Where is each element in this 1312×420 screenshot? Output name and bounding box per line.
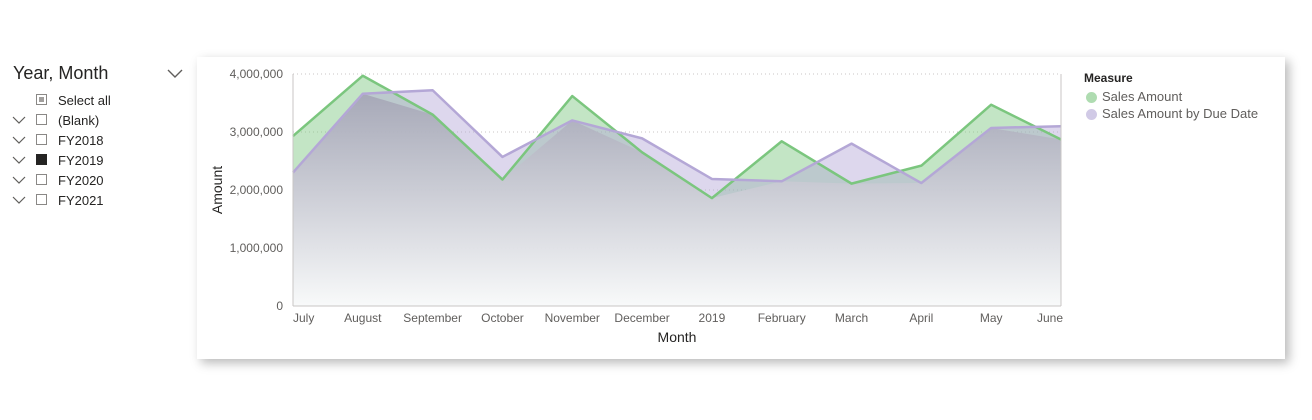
checkbox[interactable] (36, 154, 47, 165)
x-tick-label: June (1037, 311, 1063, 325)
y-tick-label: 0 (276, 299, 283, 313)
x-tick-label: October (481, 311, 524, 325)
x-tick-label: April (909, 311, 933, 325)
series-line (292, 88, 1062, 185)
area-chart-visual: 0 1,000,000 2,000,000 3,000,000 4,000,000 Jul… (197, 57, 1285, 359)
legend-label: Sales Amount (1102, 89, 1183, 104)
x-tick-label: May (980, 311, 1003, 325)
legend-marker (1086, 109, 1097, 120)
checkbox[interactable] (36, 114, 47, 125)
legend-marker (1086, 92, 1097, 103)
slicer-item-label: (Blank) (58, 113, 100, 128)
x-tick-label: March (835, 311, 868, 325)
slicer-item-label: Select all (58, 93, 111, 108)
x-tick-label: November (545, 311, 600, 325)
overlap-area (293, 93, 1061, 306)
legend-item[interactable]: Sales Amount by Due Date (1084, 106, 1258, 123)
checkbox[interactable] (36, 194, 47, 205)
x-tick-label: August (344, 311, 382, 325)
legend-item[interactable]: Sales Amount (1084, 89, 1258, 106)
slicer-item[interactable]: FY2018 (12, 133, 182, 151)
slicer-item-label: FY2018 (58, 133, 104, 148)
x-tick-label: February (758, 311, 806, 325)
expand-chevron-icon[interactable] (12, 195, 26, 205)
slicer-item-label: FY2021 (58, 193, 104, 208)
series-line (292, 74, 1062, 200)
x-tick-label: December (614, 311, 669, 325)
checkbox[interactable] (36, 174, 47, 185)
checkbox[interactable] (36, 134, 47, 145)
y-axis-title: Amount (209, 166, 225, 214)
x-axis-title: Month (658, 329, 697, 345)
x-tick-label: September (403, 311, 462, 325)
slicer-item[interactable]: (Blank) (12, 113, 182, 131)
year-month-slicer: Year, Month Select all (Blank) FY2018 FY201… (12, 60, 188, 208)
slicer-title: Year, Month (13, 63, 109, 83)
expand-chevron-icon[interactable] (12, 175, 26, 185)
expand-chevron-icon[interactable] (12, 135, 26, 145)
slicer-item-label: FY2019 (58, 153, 104, 168)
x-tick-label: July (293, 311, 314, 325)
expand-chevron-icon[interactable] (12, 115, 26, 125)
y-tick-label: 3,000,000 (230, 125, 284, 139)
checkbox[interactable] (36, 94, 47, 105)
legend-title: Measure (1084, 71, 1133, 85)
chevron-down-icon[interactable] (166, 66, 184, 80)
slicer-item[interactable]: FY2020 (12, 173, 182, 191)
slicer-item[interactable]: FY2019 (12, 153, 182, 171)
slicer-item[interactable]: FY2021 (12, 193, 182, 211)
slicer-item-label: FY2020 (58, 173, 104, 188)
y-tick-label: 2,000,000 (230, 183, 284, 197)
expand-chevron-icon[interactable] (12, 155, 26, 165)
slicer-header: Year, Month (12, 60, 188, 90)
x-tick-label: 2019 (699, 311, 726, 325)
legend-label: Sales Amount by Due Date (1102, 106, 1259, 121)
area-chart: 0 1,000,000 2,000,000 3,000,000 4,000,000 Jul… (209, 67, 1063, 345)
legend: Measure Sales Amount Sales Amount by Due … (1084, 71, 1258, 123)
y-tick-label: 4,000,000 (230, 67, 284, 81)
y-tick-label: 1,000,000 (230, 241, 284, 255)
slicer-item[interactable]: Select all (12, 93, 182, 111)
